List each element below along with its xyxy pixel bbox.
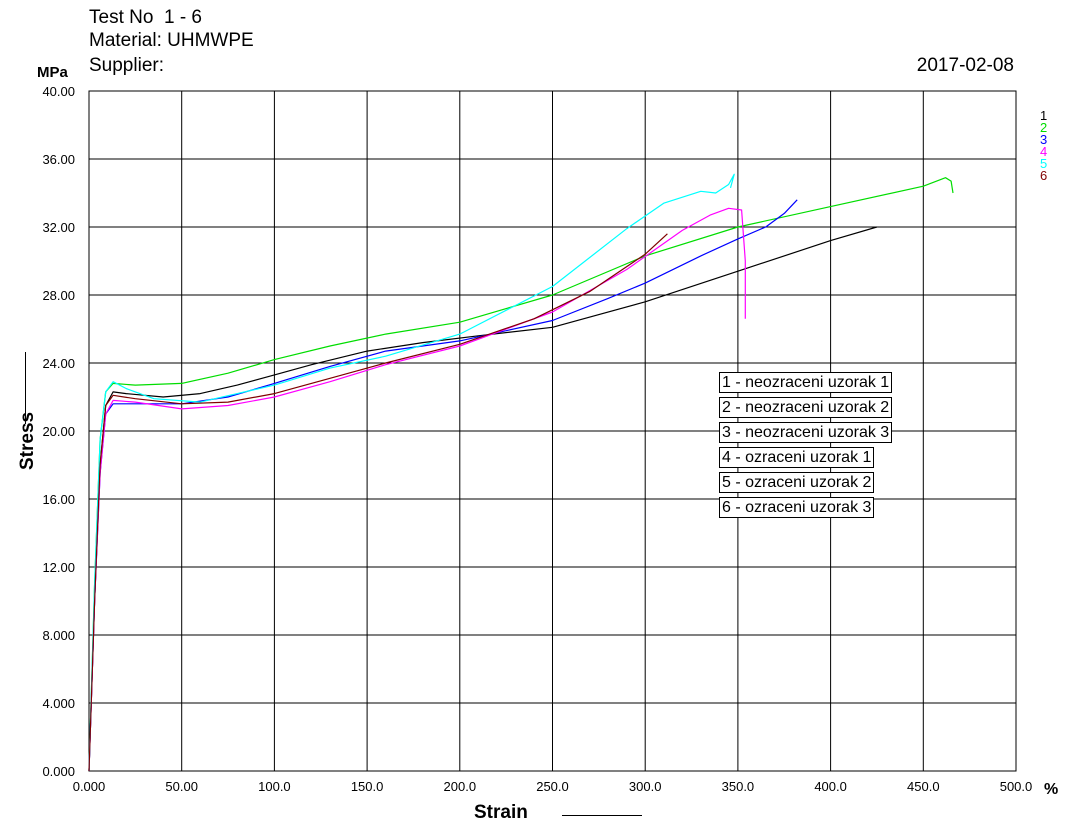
series-lines <box>88 173 954 772</box>
x-tick-label: 300.0 <box>629 779 662 794</box>
x-tick-label: 500.0 <box>1000 779 1033 794</box>
y-tick-label: 40.00 <box>42 84 75 99</box>
x-tick-label: 50.00 <box>165 779 198 794</box>
grid <box>88 90 1017 772</box>
series-tag-6: 6 <box>1040 168 1048 183</box>
y-tick-label: 4.000 <box>42 696 75 711</box>
legend-entry-2: 2 - neozraceni uzorak 2 <box>719 397 893 418</box>
chart-title: Test No 1 - 6 <box>89 7 202 28</box>
x-axis-label-line <box>562 815 642 816</box>
series-line-4 <box>88 207 746 772</box>
y-tick-label: 28.00 <box>42 288 75 303</box>
series-line-5 <box>88 173 735 772</box>
legend-entry-5: 5 - ozraceni uzorak 2 <box>719 472 875 493</box>
series-tag-3: 3 <box>1040 132 1048 147</box>
tick-labels: 0.000 50.00 100.0 150.0 200.0 250.0 300.0 350.0… <box>42 84 1032 794</box>
legend-entry-4: 4 - ozraceni uzorak 1 <box>719 447 875 468</box>
series-line-3 <box>88 199 798 772</box>
legend-entry-6: 6 - ozraceni uzorak 3 <box>719 497 875 518</box>
series-line-6 <box>88 233 668 772</box>
y-tick-label: 32.00 <box>42 220 75 235</box>
x-tick-label: 200.0 <box>444 779 477 794</box>
series-tag-5: 5 <box>1040 156 1048 171</box>
y-axis-label-line <box>25 352 26 424</box>
y-tick-label: 16.00 <box>42 492 75 507</box>
series-tag-1: 1 <box>1040 108 1048 123</box>
legend-entry-3: 3 - neozraceni uzorak 3 <box>719 422 893 443</box>
x-tick-label: 150.0 <box>351 779 384 794</box>
x-tick-label: 400.0 <box>814 779 847 794</box>
test-date: 2017-02-08 <box>916 55 1014 76</box>
x-tick-label: 100.0 <box>258 779 291 794</box>
y-tick-label: 20.00 <box>42 424 75 439</box>
material-label: Material: UHMWPE <box>89 30 254 51</box>
x-axis-label: Strain <box>474 802 528 823</box>
legend-entry-1: 1 - neozraceni uzorak 1 <box>719 372 893 393</box>
y-tick-label: 36.00 <box>42 152 75 167</box>
supplier-label: Supplier: <box>89 55 164 76</box>
y-tick-label: 0.000 <box>42 764 75 779</box>
x-tick-label: 350.0 <box>722 779 755 794</box>
plot-frame <box>88 90 1017 772</box>
y-tick-label: 12.00 <box>42 560 75 575</box>
series-tag-2: 2 <box>1040 120 1048 135</box>
y-tick-label: 24.00 <box>42 356 75 371</box>
series-tag-4: 4 <box>1040 144 1048 159</box>
x-tick-label: 0.000 <box>73 779 106 794</box>
x-tick-label: 250.0 <box>536 779 569 794</box>
legend: 1 - neozraceni uzorak 1 2 - neozraceni uz… <box>719 372 893 522</box>
y-tick-label: 8.000 <box>42 628 75 643</box>
x-axis-unit: % <box>1044 781 1059 798</box>
y-axis-unit: MPa <box>37 64 68 81</box>
x-tick-label: 450.0 <box>907 779 940 794</box>
